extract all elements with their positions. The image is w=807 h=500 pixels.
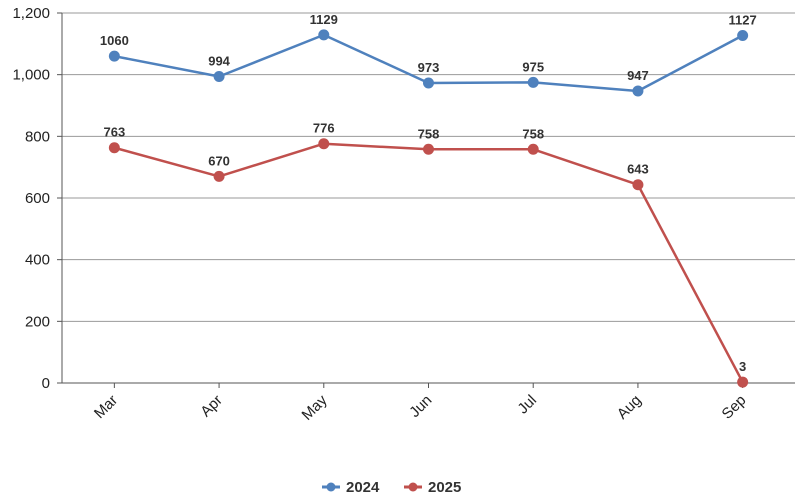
data-point[interactable] — [423, 143, 434, 155]
legend-label: 2025 — [428, 479, 461, 496]
data-label: 763 — [104, 125, 126, 140]
y-tick-label: 1,000 — [12, 67, 50, 84]
x-tick-label: Sep — [719, 392, 750, 423]
x-tick-label: Apr — [197, 392, 226, 421]
data-point[interactable] — [108, 50, 120, 62]
data-point[interactable] — [737, 376, 749, 388]
legend-marker — [408, 482, 418, 492]
y-tick-label: 1,200 — [12, 5, 50, 22]
x-tick-label: Aug — [614, 392, 645, 423]
data-point[interactable] — [108, 142, 120, 154]
grid-lines — [57, 12, 795, 384]
data-label: 1129 — [310, 12, 338, 27]
y-axis-ticks: 0 200 400 600 800 1,000 1,200 — [12, 5, 50, 392]
data-point[interactable] — [737, 30, 749, 42]
y-tick-label: 200 — [25, 313, 50, 330]
data-point[interactable] — [632, 85, 644, 97]
data-label: 670 — [208, 153, 230, 168]
series-group: 1060 994 1129 973 975 947 1127 763 670 776 758 758 6… — [100, 12, 757, 388]
data-point[interactable] — [527, 143, 539, 155]
data-point[interactable] — [527, 76, 539, 88]
data-point[interactable] — [213, 71, 225, 83]
data-label: 643 — [627, 162, 649, 177]
data-label: 3 — [739, 359, 746, 374]
legend-label: 2024 — [346, 479, 380, 496]
x-tick-label: May — [299, 391, 331, 423]
legend-item-2025[interactable]: 2025 — [404, 479, 461, 496]
x-axis-ticks: Mar Apr May Jun Jul Aug Sep — [91, 383, 750, 424]
data-label: 947 — [627, 68, 649, 83]
legend-item-2024[interactable]: 2024 — [322, 479, 380, 496]
data-point[interactable] — [213, 170, 225, 182]
data-point[interactable] — [318, 138, 330, 150]
x-tick-label: Jun — [406, 392, 435, 421]
data-label: 973 — [418, 60, 440, 75]
data-label: 776 — [313, 121, 335, 136]
data-label: 1060 — [100, 33, 129, 48]
legend-marker — [326, 482, 336, 492]
y-tick-label: 0 — [42, 375, 50, 392]
x-tick-label: Mar — [91, 392, 121, 422]
y-tick-label: 600 — [25, 190, 50, 207]
series-2024: 1060 994 1129 973 975 947 1127 — [100, 12, 757, 97]
data-point[interactable] — [318, 29, 330, 41]
x-tick-label: Jul — [514, 392, 540, 418]
legend[interactable]: 2024 2025 — [322, 479, 461, 496]
data-label: 1127 — [729, 13, 757, 28]
data-point[interactable] — [632, 179, 644, 191]
y-tick-label: 400 — [25, 252, 50, 269]
data-point[interactable] — [423, 77, 434, 89]
series-2025: 763 670 776 758 758 643 3 — [104, 121, 749, 388]
data-label: 758 — [522, 126, 544, 141]
data-label: 994 — [208, 54, 230, 69]
data-label: 758 — [418, 126, 440, 141]
y-tick-label: 800 — [25, 128, 50, 145]
data-label: 975 — [522, 59, 544, 74]
series-line — [114, 142, 744, 383]
